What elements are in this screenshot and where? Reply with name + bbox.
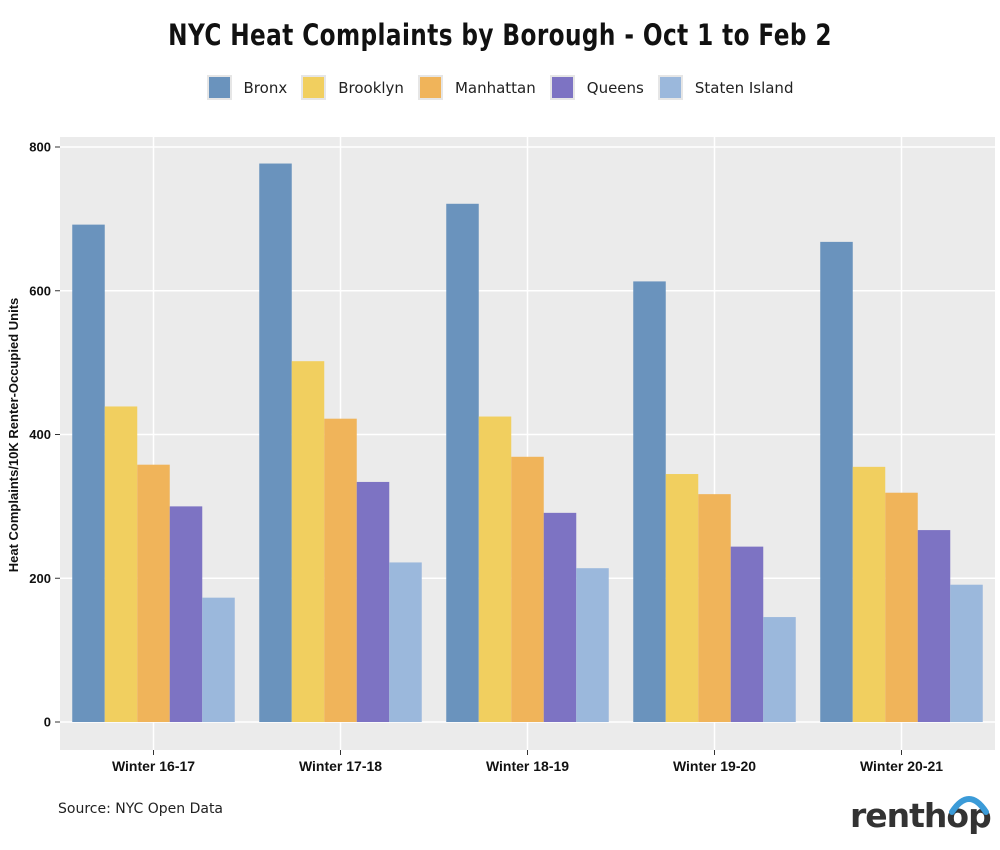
y-tick-label: 200 (29, 571, 51, 586)
y-axis: 0 200 400 600 800 (29, 140, 60, 730)
x-tick-label: Winter 18-19 (486, 758, 569, 774)
logo-arc-icon (949, 796, 989, 815)
legend-item-queens: Queens (549, 75, 644, 100)
bar-brooklyn (104, 406, 138, 722)
legend-swatch (657, 75, 683, 100)
bar-staten-island (576, 568, 609, 722)
bar-staten-island (763, 617, 796, 722)
bar-manhattan (511, 456, 544, 722)
bar-brooklyn (478, 416, 512, 722)
x-tick-label: Winter 16-17 (112, 758, 195, 774)
bar-bronx (72, 224, 105, 722)
x-tick-label: Winter 17-18 (299, 758, 382, 774)
legend-swatch (301, 75, 327, 100)
x-axis: Winter 16-17 Winter 17-18 Winter 18-19 Wint… (112, 750, 943, 774)
legend-item-brooklyn: Brooklyn (301, 75, 404, 100)
bar-queens (917, 530, 951, 722)
bar-manhattan (324, 418, 357, 722)
legend-label: Brooklyn (338, 78, 404, 97)
bar-queens (543, 512, 577, 722)
y-tick-label: 0 (44, 715, 51, 730)
bar-brooklyn (291, 361, 325, 722)
renthop-logo: renthop (850, 790, 992, 840)
bar-staten-island (202, 597, 235, 722)
legend-label: Bronx (243, 78, 288, 97)
source-note: Source: NYC Open Data (58, 801, 224, 817)
logo-wordmark: renthop (850, 796, 992, 835)
x-tick-label: Winter 20-21 (860, 758, 943, 774)
bar-bronx (633, 281, 666, 722)
bar-bronx (259, 163, 292, 722)
bar-brooklyn (665, 474, 699, 722)
legend-item-bronx: Bronx (206, 75, 288, 100)
y-axis-label: Heat Complaints/10K Renter-Occupied Unit… (6, 298, 21, 573)
legend-swatch (549, 75, 575, 100)
bar-bronx (820, 241, 853, 722)
legend-label: Staten Island (694, 78, 794, 97)
bars (72, 163, 983, 722)
bar-manhattan (698, 494, 731, 722)
x-tick-label: Winter 19-20 (673, 758, 756, 774)
legend-swatch (417, 75, 443, 100)
chart-title: NYC Heat Complaints by Borough - Oct 1 t… (168, 18, 832, 52)
bar-bronx (446, 203, 479, 722)
bar-queens (730, 546, 764, 722)
bar-staten-island (950, 584, 983, 722)
legend-item-staten-island: Staten Island (657, 75, 794, 100)
bar-staten-island (389, 562, 422, 722)
bar-queens (169, 506, 203, 722)
bar-queens (356, 481, 390, 722)
bar-brooklyn (852, 466, 886, 722)
y-tick-label: 400 (29, 427, 51, 442)
bar-manhattan (885, 492, 918, 722)
legend: Bronx Brooklyn Manhattan Queens Staten Islan… (0, 75, 1000, 100)
bar-manhattan (137, 464, 170, 722)
legend-label: Manhattan (454, 78, 536, 97)
legend-swatch (206, 75, 232, 100)
y-tick-label: 800 (29, 140, 51, 155)
legend-item-manhattan: Manhattan (417, 75, 536, 100)
legend-label: Queens (586, 78, 644, 97)
y-tick-label: 600 (29, 283, 51, 298)
